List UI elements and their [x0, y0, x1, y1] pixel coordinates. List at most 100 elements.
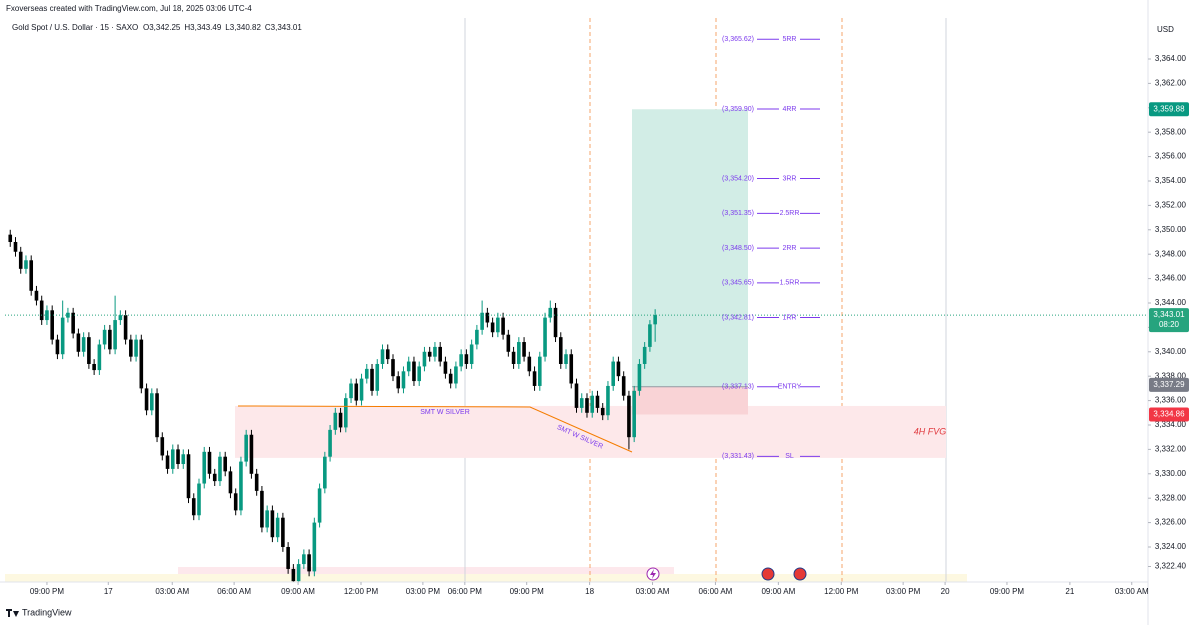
candle-body — [454, 366, 458, 384]
candle-body — [600, 407, 605, 416]
candle-body — [438, 346, 442, 362]
candle-body — [60, 317, 65, 355]
candle-body — [506, 334, 511, 352]
candle-body — [648, 324, 652, 347]
candle-body — [616, 361, 621, 377]
candle-body — [396, 376, 401, 389]
candle-body — [144, 388, 149, 411]
event-icon[interactable] — [761, 567, 775, 581]
candle-body — [323, 456, 327, 489]
x-tick-label: 06:00 AM — [699, 587, 733, 596]
candle-body — [150, 393, 154, 411]
countdown-label: 08:20 — [1159, 320, 1180, 329]
price-badge-label: 3,359.88 — [1153, 104, 1185, 113]
level-price: (3,337.13) — [722, 384, 754, 391]
candle-body — [621, 376, 626, 396]
x-tick-label: 03:00 AM — [636, 587, 670, 596]
candle-body — [333, 412, 338, 430]
y-tick-label: 3,348.00 — [1155, 249, 1187, 258]
candle-body — [569, 354, 574, 384]
candle-body — [223, 456, 228, 472]
candle-body — [564, 354, 568, 364]
level-name: ENTRY — [778, 384, 802, 391]
candle-body — [637, 363, 642, 391]
x-tick-label: 18 — [585, 587, 594, 596]
fvg-label: 4H FVG — [914, 426, 947, 436]
candle-body — [553, 307, 558, 338]
x-tick-label: 12:00 PM — [344, 587, 379, 596]
candle-body — [81, 337, 86, 352]
candle-body — [39, 300, 44, 321]
brand-logo — [6, 609, 19, 617]
candle-body — [406, 361, 411, 372]
y-tick-label: 3,350.00 — [1155, 225, 1187, 234]
brand: TradingView — [22, 607, 72, 617]
axes: 3,322.40 3,324.00 3,326.00 3,328.00 3,330.00… — [30, 54, 1189, 596]
x-tick-label: 09:00 AM — [761, 587, 795, 596]
x-tick-label: 06:00 PM — [448, 587, 483, 596]
y-tick-label: 3,364.00 — [1155, 54, 1187, 63]
x-tick-label: 06:00 AM — [217, 587, 251, 596]
candle-body — [197, 483, 201, 516]
level-price: (3,331.43) — [722, 453, 754, 460]
level-price: (3,351.35) — [722, 210, 754, 217]
y-tick-label: 3,330.00 — [1155, 469, 1187, 478]
candle-body — [113, 320, 117, 350]
x-tick-label: 03:00 AM — [155, 587, 189, 596]
candle-body — [469, 344, 474, 364]
candle-body — [181, 454, 186, 465]
y-tick-label: 3,338.00 — [1155, 371, 1187, 380]
y-tick-label: 3,344.00 — [1155, 298, 1187, 307]
candle-body — [71, 312, 75, 334]
candle-body — [480, 312, 484, 330]
candle-body — [118, 315, 123, 321]
candle-body — [302, 554, 306, 565]
candle-body — [29, 260, 34, 291]
x-tick-label: 03:00 AM — [1115, 587, 1149, 596]
candle-body — [349, 383, 353, 399]
candle-body — [517, 342, 521, 364]
level-price: (3,359.90) — [722, 106, 754, 113]
candle-body — [427, 351, 432, 357]
candle-body — [281, 517, 285, 547]
candle-body — [160, 437, 165, 456]
candle-body — [375, 363, 380, 391]
event-icon[interactable] — [793, 567, 807, 581]
candle-body — [102, 329, 107, 345]
candle-body — [543, 317, 547, 357]
candle-body — [55, 339, 60, 355]
x-tick-label: 03:00 PM — [886, 587, 921, 596]
candle-body — [233, 493, 238, 511]
level-name: SL — [785, 453, 794, 460]
candle-body — [417, 366, 422, 382]
candle-body — [87, 337, 91, 364]
ohlc-value: L3,340.82 — [225, 23, 261, 32]
candle-body — [202, 451, 207, 484]
candle-body — [291, 568, 296, 582]
candle-body — [45, 310, 49, 321]
candle-body — [401, 371, 406, 389]
candle-body — [170, 449, 175, 469]
ohlc-value: C3,343.01 — [265, 23, 302, 32]
candle-body — [511, 351, 516, 364]
candle-body — [522, 342, 526, 357]
y-tick-label: 3,324.00 — [1155, 542, 1187, 551]
candle-body — [212, 473, 217, 482]
ohlc-value: H3,343.49 — [184, 23, 221, 32]
candle-body — [380, 349, 385, 364]
candle-body — [218, 456, 222, 482]
candle-body — [286, 546, 290, 569]
x-tick-label: 20 — [941, 587, 950, 596]
candle-body — [344, 398, 348, 428]
y-tick-label: 3,326.00 — [1155, 518, 1187, 527]
candle-body — [155, 393, 159, 438]
x-tick-label: 03:00 PM — [406, 587, 441, 596]
candle-body — [606, 385, 610, 416]
candle-body — [66, 312, 70, 318]
price-badge-label: 3,337.29 — [1153, 380, 1185, 389]
candle-body — [92, 363, 96, 371]
session-strip — [5, 574, 967, 582]
credit: Fxoverseas created with TradingView.com,… — [6, 4, 252, 13]
